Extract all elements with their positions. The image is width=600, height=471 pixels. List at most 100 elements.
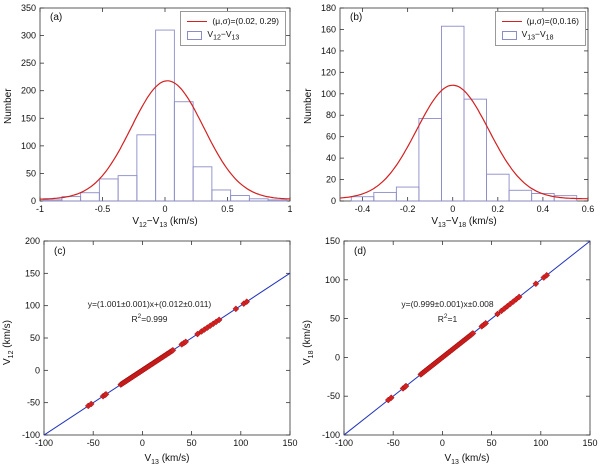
svg-text:0: 0	[331, 196, 336, 206]
svg-text:0: 0	[440, 438, 445, 448]
svg-text:300: 300	[21, 31, 36, 41]
svg-text:180: 180	[321, 3, 336, 13]
x-axis-label-a: V12−V13 (km/s)	[40, 216, 290, 229]
svg-text:150: 150	[282, 438, 297, 448]
svg-text:-50: -50	[87, 438, 100, 448]
xlabel-b-unit: (km/s)	[466, 216, 497, 227]
fit-annotation-d: y=(0.999±0.001)x±0.008 R2=1	[360, 297, 535, 327]
legend-a-hist-label: V12−V13	[207, 29, 240, 42]
xlabel-b-sub1: 13	[438, 222, 446, 229]
svg-text:200: 200	[25, 236, 40, 246]
legend-a: (μ,σ)=(0.02, 0.29) V12−V13	[180, 11, 286, 46]
svg-text:100: 100	[533, 438, 548, 448]
svg-text:80: 80	[326, 110, 336, 120]
svg-text:100: 100	[25, 301, 40, 311]
svg-text:100: 100	[21, 141, 36, 151]
panel-label-c: (c)	[54, 246, 66, 257]
svg-text:200: 200	[21, 86, 36, 96]
svg-text:50: 50	[487, 438, 497, 448]
svg-text:0: 0	[31, 196, 36, 206]
svg-text:0: 0	[450, 204, 455, 214]
svg-text:100: 100	[325, 275, 340, 285]
svg-text:-1: -1	[36, 204, 44, 214]
svg-text:-0.4: -0.4	[355, 204, 371, 214]
xlabel-a-var1: V	[132, 216, 139, 227]
x-axis-label-b: V13−V18 (km/s)	[340, 216, 588, 229]
panel-label-d: (d)	[354, 246, 367, 257]
xlabel-b-var1: V	[431, 216, 438, 227]
svg-text:120: 120	[321, 67, 336, 77]
svg-text:-0.2: -0.2	[400, 204, 416, 214]
svg-text:0: 0	[35, 365, 40, 375]
y-axis-label-d: V18 (km/s)	[302, 319, 315, 365]
legend-a-curve-entry: (μ,σ)=(0.02, 0.29)	[187, 16, 279, 26]
legend-b-hist-entry: V13−V18	[501, 29, 579, 42]
legend-a-curve-label: (μ,σ)=(0.02, 0.29)	[212, 16, 279, 26]
svg-text:0.6: 0.6	[582, 204, 595, 214]
histogram-plot-b: -0.4 -0.2 0 0.2 0.4 0.6 0 20 40 60 80 100 120 140 160 1…	[321, 3, 595, 214]
svg-text:20: 20	[326, 175, 336, 185]
svg-text:0.4: 0.4	[537, 204, 550, 214]
legend-b-curve-entry: (μ,σ)=(0,0.16)	[501, 16, 579, 26]
x-axis-label-c: V13 (km/s)	[144, 453, 190, 466]
svg-text:160: 160	[321, 24, 336, 34]
panel-c: -100 -50 0 50 100 150 -100 -50 0 50 100 150 200 (c) …	[0, 235, 300, 471]
svg-text:0.2: 0.2	[492, 204, 505, 214]
y-axis-label-b: Number	[303, 88, 314, 124]
svg-text:50: 50	[187, 438, 197, 448]
svg-text:-0.5: -0.5	[95, 204, 111, 214]
fit-r2-d: R2=1	[437, 313, 458, 325]
svg-text:50: 50	[26, 168, 36, 178]
legend-hist-box-sample	[187, 30, 203, 40]
legend-hist-box-sample	[501, 30, 517, 40]
svg-text:150: 150	[325, 236, 340, 246]
svg-text:60: 60	[326, 132, 336, 142]
svg-text:150: 150	[582, 438, 597, 448]
svg-text:40: 40	[326, 153, 336, 163]
scatter-plot-d: -100 -50 0 50 100 150 -100 -50 0 50 100 150	[322, 236, 598, 448]
scatter-plot-c: -100 -50 0 50 100 150 -100 -50 0 50 100 150 200	[22, 236, 298, 448]
svg-text:-50: -50	[27, 398, 40, 408]
panel-label-b: (b)	[350, 12, 363, 23]
fit-annotation-c: y=(1.001±0.001)x+(0.012±0.011) R2=0.999	[52, 297, 247, 327]
panel-a: -1 -0.5 0 0.5 1 0 50 100 150 200 250 300 350 (a) Num…	[0, 0, 300, 235]
svg-text:-100: -100	[335, 438, 353, 448]
panel-label-a: (a)	[50, 12, 63, 23]
svg-text:0: 0	[335, 352, 340, 362]
legend-a-hist-entry: V12−V13	[187, 29, 279, 42]
svg-text:0: 0	[162, 204, 167, 214]
xlabel-a-sub2: 13	[159, 222, 168, 229]
svg-text:0: 0	[140, 438, 145, 448]
y-axis-label-c: V12 (km/s)	[2, 319, 15, 365]
fit-equation-d: y=(0.999±0.001)x±0.008	[401, 299, 494, 309]
svg-text:1: 1	[287, 204, 292, 214]
svg-text:250: 250	[21, 58, 36, 68]
panel-b: -0.4 -0.2 0 0.2 0.4 0.6 0 20 40 60 80 100 120 140 160 1…	[300, 0, 600, 235]
svg-text:100: 100	[321, 89, 336, 99]
legend-b-curve-label: (μ,σ)=(0,0.16)	[526, 16, 579, 26]
svg-text:-100: -100	[35, 438, 53, 448]
xlabel-a-var2: −V	[146, 216, 160, 227]
xlabel-a-unit: (km/s)	[167, 216, 198, 227]
svg-text:50: 50	[330, 314, 340, 324]
svg-text:350: 350	[21, 3, 36, 13]
x-axis-label-d: V13 (km/s)	[444, 453, 490, 466]
legend-curve-line-sample	[501, 20, 522, 22]
svg-text:-50: -50	[327, 391, 340, 401]
svg-text:140: 140	[321, 46, 336, 56]
svg-text:50: 50	[30, 333, 40, 343]
svg-text:0.5: 0.5	[221, 204, 234, 214]
y-axis-label-a: Number	[3, 88, 14, 124]
xlabel-b-sub2: 18	[458, 222, 467, 229]
svg-text:150: 150	[21, 113, 36, 123]
svg-text:-100: -100	[322, 430, 340, 440]
legend-b: (μ,σ)=(0,0.16) V13−V18	[494, 11, 586, 46]
svg-text:100: 100	[233, 438, 248, 448]
ylabel-d-sub: 18	[308, 350, 315, 359]
svg-text:-100: -100	[22, 430, 40, 440]
legend-b-hist-label: V13−V18	[521, 29, 554, 42]
fit-equation-c: y=(1.001±0.001)x+(0.012±0.011)	[87, 299, 212, 309]
legend-curve-line-sample	[187, 20, 208, 22]
svg-text:-50: -50	[387, 438, 400, 448]
xlabel-b-var2: −V	[445, 216, 459, 227]
